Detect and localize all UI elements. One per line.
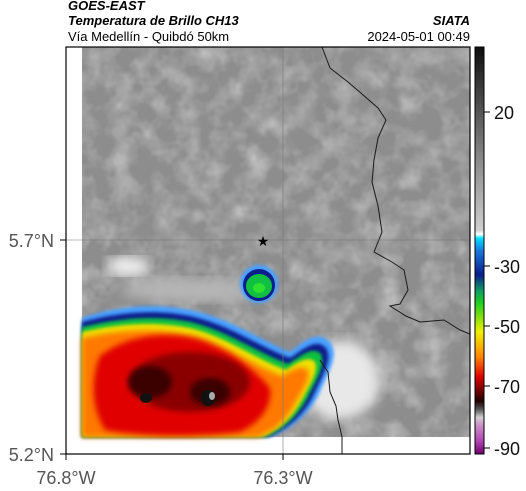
- lon-label: 76.8°W: [36, 468, 95, 488]
- colorbar-tick-label: -30: [494, 257, 520, 277]
- lat-label: 5.7°N: [9, 231, 54, 251]
- convective-cloud-system: [82, 306, 334, 437]
- colorbar-tick-label: 20: [494, 103, 514, 123]
- satellite-image-field: [66, 47, 470, 454]
- satellite-title: GOES-EAST: [68, 0, 145, 13]
- lat-label: 5.2°N: [9, 445, 54, 465]
- region-label: Vía Medellín - Quibdó 50km: [68, 29, 230, 44]
- colorbar-tick-label: -70: [494, 377, 520, 397]
- warm-patch: [106, 257, 150, 275]
- colorbar-tick-label: -90: [494, 439, 520, 459]
- datetime-label: 2024-05-01 00:49: [367, 29, 470, 44]
- organization-label: SIATA: [432, 13, 470, 28]
- department-boundary-line: [319, 359, 343, 454]
- colorbar: 20 -30 -50 -70 -90: [474, 46, 520, 459]
- star-icon: ★: [257, 233, 270, 249]
- warm-patch: [120, 278, 260, 302]
- isolated-convective-cell: [240, 265, 278, 303]
- department-boundary-line: [321, 47, 470, 335]
- colorbar-tick-label: -50: [494, 317, 520, 337]
- lon-label: 76.3°W: [253, 468, 312, 488]
- product-title: Temperatura de Brillo CH13: [68, 13, 239, 28]
- colorbar-scale: [474, 46, 485, 455]
- map-frame-border: [65, 46, 471, 455]
